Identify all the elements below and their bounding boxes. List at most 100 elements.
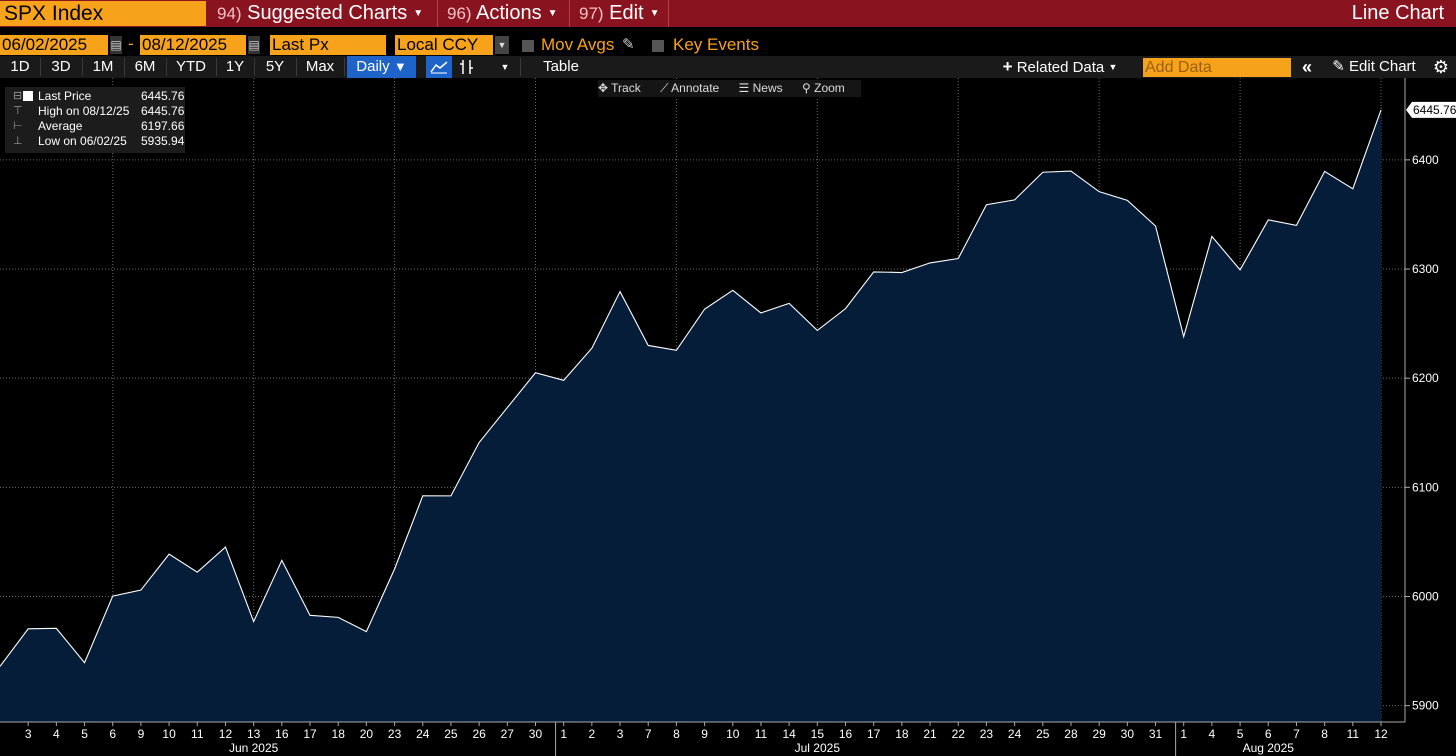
last-price-tag	[1406, 101, 1456, 118]
news-tool[interactable]: ☰ News	[738, 81, 783, 95]
y-axis: 5900 6000 6100 6200 6300 6400	[1404, 78, 1439, 722]
x-tick-label: 23	[980, 727, 994, 741]
mov-avgs-checkbox[interactable]	[522, 40, 534, 52]
legend-key: Last Price	[38, 89, 92, 103]
calendar-icon[interactable]: ▤	[248, 36, 260, 54]
edit-chart-button[interactable]: ✎ Edit Chart	[1322, 56, 1426, 78]
low-marker-icon: ⊥	[13, 135, 23, 147]
y-tick-label: 6000	[1412, 589, 1439, 603]
candlestick-icon[interactable]	[455, 56, 479, 78]
month-label: Jun 2025	[229, 741, 279, 755]
legend-row-last-price: ⊟ Last Price 6445.76	[9, 89, 184, 104]
related-data-label: Related Data	[1016, 59, 1105, 76]
divider	[296, 58, 297, 76]
x-tick-label: 6	[109, 727, 116, 741]
end-date-field[interactable]: 08/12/2025	[140, 35, 246, 55]
x-tick-label: 8	[1321, 727, 1328, 741]
divider	[124, 58, 125, 76]
x-tick-label: 4	[53, 727, 60, 741]
legend-value: 5935.94	[141, 134, 185, 148]
x-tick-label: 14	[782, 727, 796, 741]
track-tool[interactable]: ✥ Track	[598, 81, 641, 95]
edit-menu[interactable]: 97) Edit ▼	[570, 0, 669, 27]
chart-legend[interactable]: ⊟ Last Price 6445.76 ⊤ High on 08/12/25 …	[5, 87, 185, 153]
key-events-label[interactable]: Key Events	[673, 35, 759, 54]
x-tick-label: 1	[1180, 727, 1187, 741]
chevron-down-icon[interactable]: ▼	[500, 62, 510, 72]
divider	[166, 58, 167, 76]
annotate-tool[interactable]: ⟋ Annotate	[660, 81, 720, 95]
plus-icon: +	[1002, 57, 1013, 76]
calendar-icon[interactable]: ▤	[110, 36, 122, 54]
series-color-swatch	[23, 91, 33, 101]
suggested-charts-menu[interactable]: 94) Suggested Charts ▼	[208, 0, 438, 27]
pencil-icon: ✎	[1332, 58, 1345, 75]
x-tick-label: 10	[162, 727, 176, 741]
pencil-icon[interactable]: ✎	[622, 36, 635, 53]
menu-number: 97)	[579, 4, 604, 23]
y-tick-label: 5900	[1412, 699, 1439, 713]
line-chart-icon[interactable]	[426, 56, 452, 78]
table-button[interactable]: Table	[543, 58, 579, 75]
start-date-field[interactable]: 06/02/2025	[0, 35, 108, 55]
price-field-select[interactable]: Last Px	[270, 35, 386, 55]
top-menu-bar: SPX Index 94) Suggested Charts ▼ 96) Acti…	[0, 0, 1456, 27]
range-1m-button[interactable]: 1M	[92, 58, 114, 75]
legend-value: 6197.66	[141, 119, 185, 133]
x-tick-label: 27	[501, 727, 515, 741]
options-row: 06/02/2025 ▤ - 08/12/2025 ▤ Last Px Loca…	[0, 33, 1456, 57]
x-tick-label: 15	[811, 727, 825, 741]
date-separator: -	[128, 34, 134, 53]
ticker-field[interactable]: SPX Index	[0, 1, 206, 26]
related-data-button[interactable]: + Related Data ▼	[990, 56, 1130, 78]
range-6m-button[interactable]: 6M	[134, 58, 156, 75]
tool-label: Track	[611, 81, 641, 95]
x-tick-label: 2	[589, 727, 596, 741]
mov-avgs-label[interactable]: Mov Avgs	[541, 35, 615, 54]
tool-label: News	[752, 81, 783, 95]
month-label: Jul 2025	[795, 741, 841, 755]
zoom-tool[interactable]: ⚲ Zoom	[802, 81, 845, 95]
legend-key: Low on 06/02/25	[38, 134, 127, 148]
divider	[520, 58, 521, 76]
x-tick-label: 5	[81, 727, 88, 741]
range-max-button[interactable]: Max	[305, 58, 335, 75]
range-3d-button[interactable]: 3D	[51, 58, 71, 75]
x-tick-label: 26	[472, 727, 486, 741]
x-tick-label: 4	[1209, 727, 1216, 741]
range-5y-button[interactable]: 5Y	[265, 58, 285, 75]
key-events-checkbox[interactable]	[652, 40, 664, 52]
gear-icon[interactable]: ⚙	[1432, 57, 1450, 77]
x-tick-label: 17	[867, 727, 881, 741]
period-daily-select[interactable]: Daily ▼	[347, 56, 416, 78]
y-tick-label: 6100	[1412, 480, 1439, 494]
menu-label: Actions	[476, 2, 542, 24]
actions-menu[interactable]: 96) Actions ▼	[438, 0, 570, 27]
currency-select[interactable]: Local CCY	[395, 35, 493, 55]
last-price-label: 6445.76	[1406, 101, 1456, 118]
high-marker-icon: ⊤	[13, 105, 23, 117]
x-tick-label: 30	[529, 727, 543, 741]
price-area-fill	[0, 109, 1381, 723]
x-tick-label: 11	[1347, 727, 1360, 741]
chevron-down-icon[interactable]: ▼	[495, 36, 509, 54]
range-1y-button[interactable]: 1Y	[225, 58, 245, 75]
legend-key: Average	[38, 119, 83, 133]
caret-down-icon: ▼	[413, 8, 424, 19]
x-tick-label: 17	[303, 727, 317, 741]
range-ytd-button[interactable]: YTD	[176, 58, 206, 75]
x-tick-label: 18	[332, 727, 346, 741]
divider	[82, 58, 83, 76]
x-tick-label: 24	[416, 727, 430, 741]
caret-down-icon: ▼	[547, 8, 558, 19]
x-tick-label: 10	[726, 727, 740, 741]
caret-down-icon: ▼	[649, 8, 660, 19]
legend-row-low: ⊥ Low on 06/02/25 5935.94	[9, 134, 185, 149]
add-data-input[interactable]: Add Data	[1143, 58, 1291, 77]
range-1d-button[interactable]: 1D	[10, 58, 30, 75]
x-tick-label: 12	[219, 727, 233, 741]
tree-collapse-icon: ⊟	[13, 90, 23, 102]
chart-tools: ✥ Track ⟋ Annotate ☰ News ⚲ Zoom	[598, 80, 861, 97]
collapse-icon[interactable]: «	[1301, 57, 1312, 77]
